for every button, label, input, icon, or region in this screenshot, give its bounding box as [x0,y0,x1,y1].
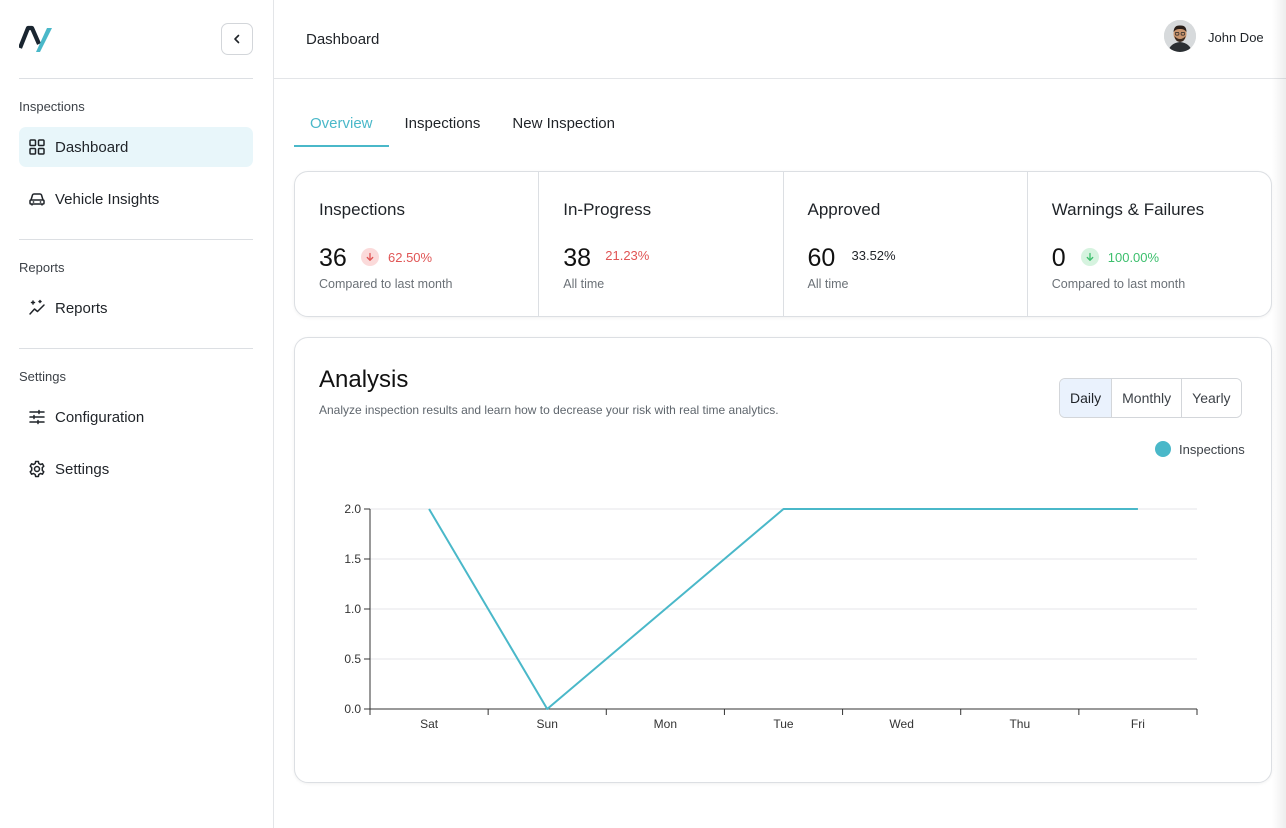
section-title-settings: Settings [19,369,66,384]
y-tick-label: 1.5 [344,552,361,566]
sidebar-item-settings[interactable]: Settings [19,449,253,489]
x-tick-label: Thu [1009,717,1030,731]
stat-change-value: 21.23% [605,248,650,263]
sidebar-divider [19,239,253,240]
stat-value: 60 [807,244,836,272]
stats-card: Inspections 36 62.50% Compared to last m… [294,171,1272,317]
stat-label: In-Progress [563,200,652,219]
sidebar-item-configuration[interactable]: Configuration [19,397,253,437]
y-tick-label: 0.0 [344,702,361,716]
stat-label: Warnings & Failures [1051,200,1205,219]
period-monthly-button[interactable]: Monthly [1112,379,1183,417]
analysis-subtitle: Analyze inspection results and learn how… [319,403,779,417]
sidebar-divider [19,78,253,79]
sliders-icon [27,407,47,427]
period-yearly-button[interactable]: Yearly [1182,379,1241,417]
stat-caption: Compared to last month [1051,277,1186,291]
user-name[interactable]: John Doe [1208,30,1264,45]
tab-inspections[interactable]: Inspections [404,115,481,132]
chevron-left-icon [234,34,240,44]
period-toggle: Daily Monthly Yearly [1059,378,1242,418]
y-tick-label: 0.5 [344,652,361,666]
sparkle-chart-icon [27,298,47,318]
y-tick-label: 2.0 [344,502,361,516]
sidebar-item-dashboard[interactable]: Dashboard [19,127,253,167]
y-tick-label: 1.0 [344,602,361,616]
legend-label: Inspections [1179,441,1245,457]
stat-label: Approved [807,200,881,219]
stat-caption: All time [563,277,605,291]
x-tick-label: Mon [654,717,677,731]
stat-change: 62.50% [361,248,432,266]
x-tick-label: Tue [773,717,794,731]
sidebar-item-reports[interactable]: Reports [19,288,253,328]
arrow-down-icon [1080,248,1099,266]
stat-change-value: 33.52% [851,248,896,263]
stat-in-progress: In-Progress 38 21.23% All time [539,172,784,316]
collapse-sidebar-button[interactable] [221,23,253,55]
chart-legend: Inspections [1155,441,1245,457]
scroll-edge [1272,0,1286,828]
sidebar: Inspections Dashboard Vehicle Insights R… [0,0,274,828]
section-title-inspections: Inspections [19,99,85,114]
x-tick-label: Wed [889,717,913,731]
stat-inspections: Inspections 36 62.50% Compared to last m… [295,172,540,316]
stat-value: 0 [1051,244,1066,272]
top-bar: Dashboard John Doe [274,0,1286,79]
section-title-reports: Reports [19,260,65,275]
stat-caption: Compared to last month [319,277,453,291]
sidebar-item-label: Vehicle Insights [55,190,160,208]
sidebar-item-vehicle-insights[interactable]: Vehicle Insights [19,179,253,219]
grid-icon [27,137,47,157]
gear-icon [27,459,47,479]
avatar[interactable] [1164,20,1196,52]
sidebar-divider [19,348,253,349]
stat-caption: All time [807,277,849,291]
stat-approved: Approved 60 33.52% All time [784,172,1028,316]
arrow-down-icon [361,248,379,266]
tab-overview[interactable]: Overview [294,99,389,147]
stat-warnings-failures: Warnings & Failures 0 100.00% Compared t… [1028,172,1271,316]
x-tick-label: Sun [537,717,558,731]
stat-value: 36 [319,244,347,272]
sidebar-item-label: Dashboard [55,138,129,156]
stat-change-value: 62.50% [388,249,433,265]
stat-change-value: 100.00% [1107,249,1160,265]
tab-new-inspection[interactable]: New Inspection [512,115,615,132]
sidebar-item-label: Reports [55,299,108,317]
app-logo[interactable] [19,24,55,54]
stat-change: 100.00% [1080,248,1160,266]
stat-label: Inspections [319,200,405,219]
tab-bar: Overview Inspections New Inspection [294,99,631,147]
car-icon [27,189,47,209]
page-title: Dashboard [306,31,380,48]
period-daily-button[interactable]: Daily [1060,379,1113,417]
line-chart: 0.0 0.5 1.0 1.5 2.0 Sat Sun Mon Tue Wed Thu Fri [344,502,1198,731]
x-tick-label: Fri [1131,717,1145,731]
analysis-card: Analysis Analyze inspection results and … [294,337,1272,783]
analysis-title: Analysis [319,366,409,393]
legend-swatch [1155,441,1171,457]
sidebar-item-label: Configuration [55,408,145,426]
sidebar-item-label: Settings [55,460,110,478]
stat-value: 38 [563,244,592,272]
x-tick-label: Sat [420,717,439,731]
stat-change: 21.23% [605,248,649,263]
stat-change: 33.52% [852,248,896,263]
